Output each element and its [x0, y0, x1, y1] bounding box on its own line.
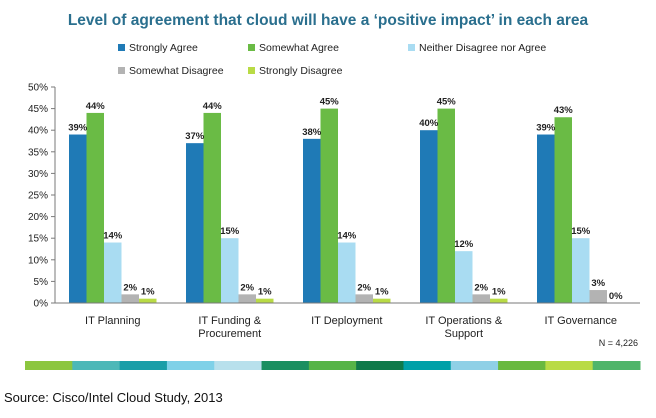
band-segment — [308, 361, 357, 370]
data-label: 15% — [571, 226, 591, 237]
data-label: 3% — [591, 278, 605, 289]
data-label: 2% — [474, 282, 488, 293]
legend-swatch — [248, 67, 255, 74]
data-label: 0% — [609, 291, 623, 302]
bar — [420, 130, 438, 303]
bar — [186, 143, 204, 303]
bar — [303, 138, 321, 303]
bar — [139, 298, 157, 303]
bar — [537, 134, 555, 303]
bar — [572, 238, 590, 303]
bar — [104, 242, 122, 303]
data-label: 37% — [185, 131, 205, 142]
bar — [490, 298, 508, 303]
y-axis: 0% 5% 10% 15% 20% 25% 30% 35% 40% 45% 50% — [28, 83, 56, 310]
legend: Strongly Agree Somewhat Agree Neither Disa… — [118, 42, 546, 77]
band-segment — [356, 361, 404, 370]
data-label: 2% — [357, 282, 371, 293]
bar — [355, 294, 373, 303]
x-category-label: IT Funding & Procurement — [198, 315, 262, 340]
band-segment — [403, 361, 452, 370]
data-label: 45% — [437, 97, 457, 108]
bar — [320, 108, 338, 303]
bar — [256, 298, 274, 303]
data-label: 1% — [375, 287, 389, 298]
data-label: 12% — [454, 239, 474, 250]
band-segment — [166, 361, 215, 370]
legend-swatch — [118, 44, 125, 51]
y-tick-label: 30% — [28, 169, 48, 180]
data-label: 40% — [419, 118, 439, 129]
band-segment — [545, 361, 594, 370]
y-tick-label: 50% — [28, 83, 48, 94]
data-label: 43% — [554, 105, 574, 116]
bar — [373, 298, 391, 303]
y-tick-label: 45% — [28, 104, 48, 115]
legend-swatch — [408, 44, 415, 51]
band-segment — [498, 361, 546, 370]
bar — [338, 242, 356, 303]
y-tick-label: 20% — [28, 212, 48, 223]
y-tick-label: 5% — [34, 277, 49, 288]
legend-swatch — [248, 44, 255, 51]
band-segment — [450, 361, 499, 370]
y-tick-label: 25% — [28, 191, 48, 202]
band-segment — [25, 361, 73, 370]
bar — [121, 294, 139, 303]
source-note: Source: Cisco/Intel Cloud Study, 2013 — [4, 390, 223, 405]
band-segment — [72, 361, 121, 370]
y-tick-label: 0% — [34, 299, 49, 310]
y-tick-label: 15% — [28, 234, 48, 245]
y-tick-label: 35% — [28, 147, 48, 158]
bar — [86, 112, 104, 303]
data-label: 44% — [203, 101, 223, 112]
sample-size-note: N = 4,226 — [599, 338, 638, 348]
band-segment — [214, 361, 263, 370]
bar — [589, 290, 607, 303]
decorative-color-band — [25, 361, 641, 370]
bar — [455, 251, 473, 303]
data-label: 1% — [141, 287, 155, 298]
y-tick-label: 40% — [28, 126, 48, 137]
bar — [472, 294, 490, 303]
chart-title: Level of agreement that cloud will have … — [68, 12, 589, 29]
legend-label: Strongly Disagree — [259, 65, 343, 77]
y-tick-label: 10% — [28, 255, 48, 266]
x-category-label: IT Governance — [544, 315, 617, 327]
legend-label: Somewhat Agree — [259, 42, 339, 54]
data-label: 2% — [123, 282, 137, 293]
x-category-label: IT Deployment — [311, 315, 382, 327]
legend-label: Somewhat Disagree — [129, 65, 224, 77]
legend-label: Strongly Agree — [129, 42, 198, 54]
bar — [437, 108, 455, 303]
data-labels: 39% 44% 14% 2% 1% 37% 44% 15% 2% 1% 38% 45% 14% 2% 1% 4… — [68, 97, 623, 302]
data-label: 38% — [302, 127, 322, 138]
data-label: 14% — [103, 231, 123, 242]
band-segment — [592, 361, 641, 370]
x-category-label: IT Operations & Support — [425, 315, 502, 340]
bar — [221, 238, 239, 303]
bar — [238, 294, 256, 303]
data-label: 1% — [258, 287, 272, 298]
x-category-label: IT Planning — [85, 315, 140, 327]
bars — [69, 108, 607, 304]
data-label: 14% — [337, 231, 357, 242]
x-axis: IT Planning IT Funding & Procurement IT Dep… — [55, 302, 640, 340]
bar — [69, 134, 87, 303]
data-label: 39% — [536, 123, 556, 134]
data-label: 15% — [220, 226, 240, 237]
bar — [203, 112, 221, 303]
data-label: 44% — [86, 101, 106, 112]
data-label: 45% — [320, 97, 340, 108]
data-label: 39% — [68, 123, 88, 134]
data-label: 2% — [240, 282, 254, 293]
bar — [554, 117, 572, 304]
band-segment — [119, 361, 168, 370]
data-label: 1% — [492, 287, 506, 298]
band-segment — [261, 361, 310, 370]
legend-label: Neither Disagree nor Agree — [419, 42, 546, 54]
legend-swatch — [118, 67, 125, 74]
